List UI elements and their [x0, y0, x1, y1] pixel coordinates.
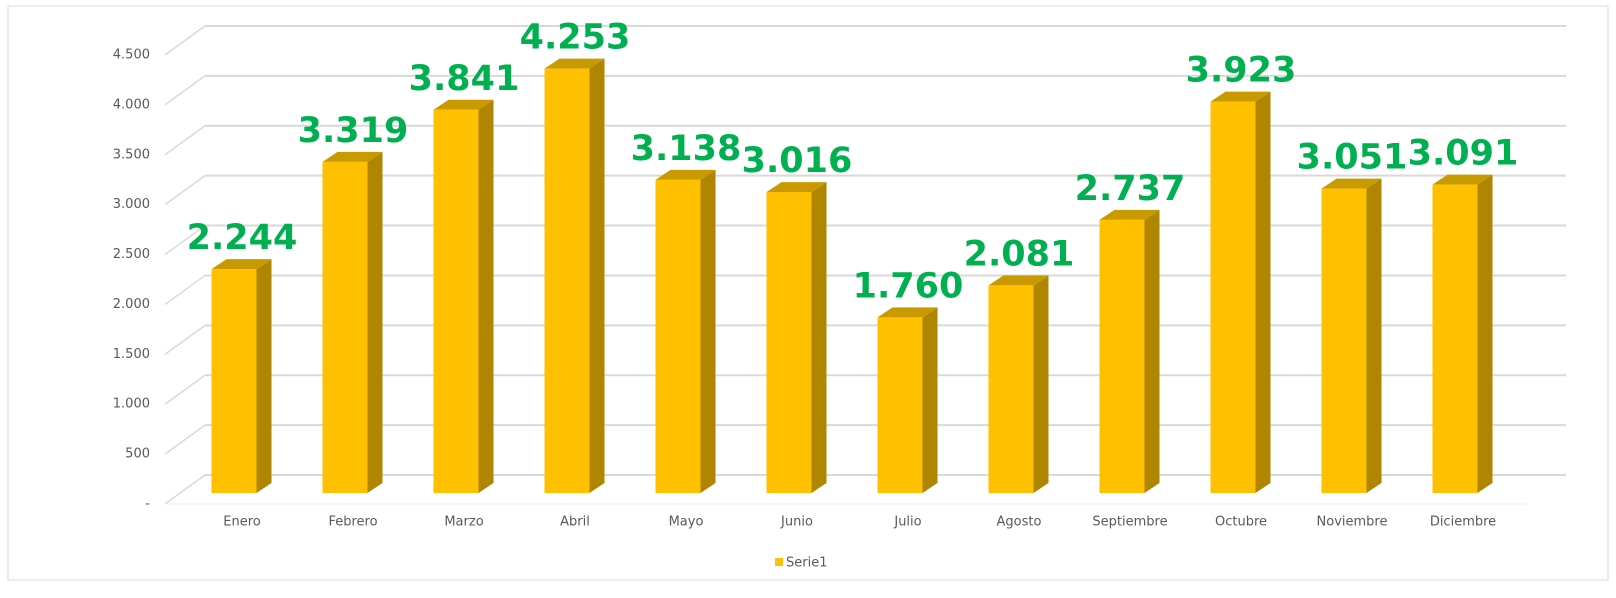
bar-top: [988, 275, 1049, 286]
bar: [988, 285, 1034, 493]
value-label: 2.081: [964, 234, 1075, 274]
bar-top: [1321, 178, 1382, 189]
y-tick-label: 4.000: [113, 97, 150, 112]
bar-side: [256, 259, 272, 493]
value-label: 1.760: [853, 266, 964, 306]
bar: [655, 179, 701, 493]
y-tick-label: 1.000: [113, 397, 150, 412]
y-tick-label: 3.500: [113, 147, 150, 162]
y-tick-label: 4.500: [113, 48, 150, 63]
bar: [1210, 101, 1256, 493]
grid-line-side: [164, 75, 206, 106]
bar-top: [877, 307, 938, 318]
grid-line-side: [164, 274, 206, 306]
grid-line-side: [164, 424, 206, 455]
bar-top: [322, 151, 383, 162]
value-label: 3.319: [298, 111, 409, 151]
x-tick-label: Junio: [780, 515, 813, 530]
bar: [322, 161, 368, 493]
bar-top: [433, 99, 494, 110]
x-tick-label: Julio: [893, 515, 921, 530]
bar-side: [1366, 178, 1382, 493]
grid-line-side: [164, 125, 206, 156]
y-tick-label: 2.500: [113, 247, 150, 262]
x-tick-label: Octubre: [1215, 515, 1267, 530]
bar-side: [589, 58, 605, 493]
x-tick-label: Enero: [223, 515, 261, 530]
x-tick-label: Abril: [560, 515, 590, 530]
grid-line-side: [164, 25, 206, 56]
bar-side: [1477, 174, 1493, 493]
bar-side: [478, 99, 494, 494]
bar-side: [1033, 275, 1049, 493]
grid-line-side: [164, 175, 206, 206]
bar: [877, 317, 923, 493]
bar-side: [367, 151, 383, 493]
bar: [544, 68, 590, 493]
legend-swatch: [775, 558, 783, 566]
x-tick-label: Febrero: [328, 515, 377, 530]
bar: [1321, 188, 1367, 493]
grid-line-side: [164, 474, 206, 505]
grid-line-side: [164, 324, 206, 355]
y-tick-label: 3.000: [113, 197, 150, 212]
legend-label: Serie1: [786, 556, 827, 571]
y-tick-label: 1.500: [113, 347, 150, 362]
value-label: 3.091: [1408, 134, 1519, 174]
bar-top: [766, 182, 827, 193]
bar-top: [1099, 209, 1160, 220]
bar-side: [1144, 209, 1160, 494]
bar: [1099, 219, 1145, 494]
y-tick-label: 2.000: [113, 297, 150, 312]
x-tick-label: Mayo: [669, 515, 704, 530]
grid-line-side: [164, 224, 206, 256]
x-tick-label: Septiembre: [1092, 515, 1167, 530]
value-label: 3.923: [1186, 51, 1297, 91]
x-tick-label: Agosto: [997, 515, 1042, 530]
value-label: 3.016: [742, 141, 853, 181]
y-tick-label: -: [145, 497, 150, 512]
bar: [766, 192, 812, 493]
bar-side: [811, 182, 827, 493]
bar-top: [655, 169, 716, 180]
grid-line-side: [164, 374, 206, 405]
bar-top: [1432, 174, 1493, 185]
value-label: 3.841: [409, 59, 520, 99]
bar: [433, 109, 479, 494]
y-tick-label: 500: [125, 447, 150, 462]
value-label: 2.244: [187, 218, 298, 258]
x-tick-label: Diciembre: [1430, 515, 1496, 530]
bar-top: [544, 58, 605, 69]
bar: [1432, 184, 1478, 493]
bar: [211, 269, 257, 493]
x-tick-label: Noviembre: [1317, 515, 1388, 530]
bar-side: [922, 307, 938, 493]
x-tick-label: Marzo: [444, 515, 483, 530]
value-label: 3.138: [631, 129, 742, 169]
value-label: 2.737: [1075, 169, 1186, 209]
bar-side: [1255, 91, 1271, 493]
value-label: 3.051: [1297, 138, 1408, 178]
bar-top: [211, 259, 272, 270]
bar-top: [1210, 91, 1271, 102]
bar-side: [700, 169, 716, 493]
value-label: 4.253: [520, 18, 631, 58]
